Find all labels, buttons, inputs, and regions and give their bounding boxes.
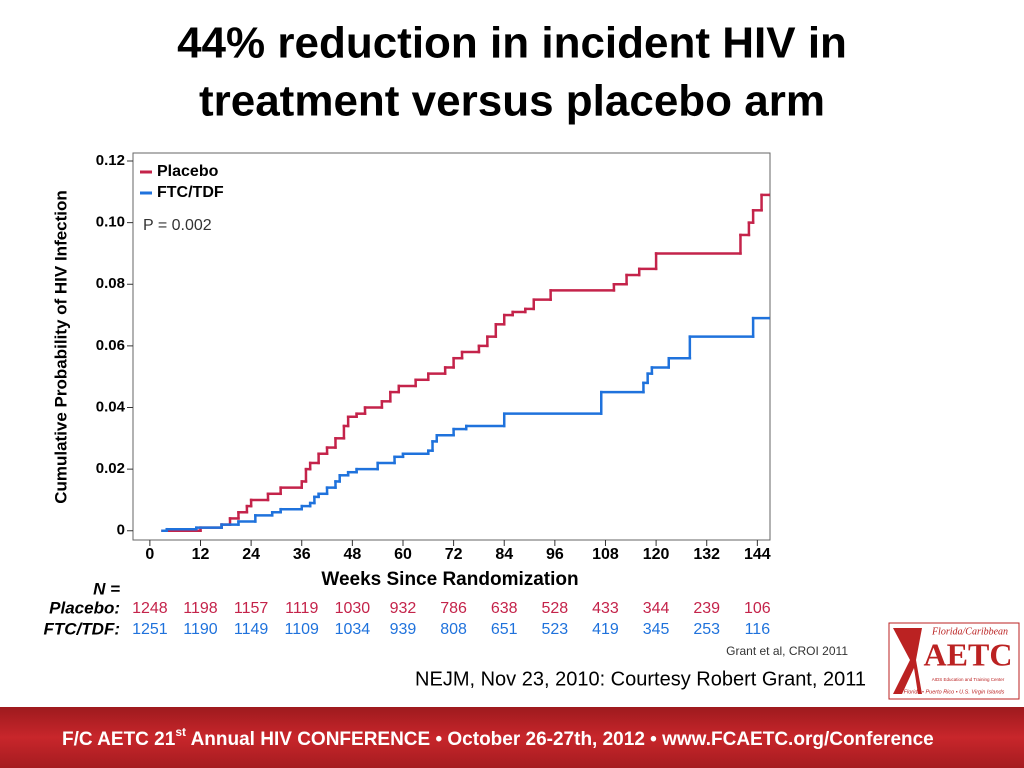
logo-name: AETC	[924, 636, 1013, 672]
footer-text: F/C AETC 21	[62, 729, 176, 750]
footer-sup: st	[175, 725, 186, 739]
risk-value: 419	[592, 621, 619, 638]
plot-lines	[161, 193, 770, 533]
risk-value: 106	[744, 600, 771, 617]
title: 44% reduction in incident HIV in	[177, 19, 847, 68]
legend-label: FTC/TDF	[157, 184, 224, 201]
risk-value: 344	[643, 600, 670, 617]
logo-bottom: Florida • Puerto Rico • U.S. Virgin Isla…	[904, 689, 1005, 695]
x-tick-label: 0	[145, 546, 154, 563]
risk-value: 1119	[285, 600, 318, 617]
annotation: P = 0.002	[143, 217, 212, 234]
y-tick-label: 0.08	[96, 275, 125, 292]
risk-value: 1109	[285, 621, 320, 638]
risk-value: 1157	[234, 600, 269, 617]
risk-value: 1034	[335, 621, 371, 638]
risk-value: 1190	[183, 621, 218, 638]
risk-value: 523	[542, 621, 569, 638]
risk-value: 433	[592, 600, 619, 617]
x-tick-label: 96	[546, 546, 564, 563]
risk-value: 239	[693, 600, 720, 617]
footer-band	[0, 707, 1024, 768]
risk-value: 808	[440, 621, 467, 638]
x-tick-label: 12	[192, 546, 210, 563]
x-tick-label: 132	[693, 546, 720, 563]
x-tick-label: 36	[293, 546, 311, 563]
risk-value: 932	[390, 600, 417, 617]
y-tick-label: 0.10	[96, 214, 125, 231]
caption: NEJM, Nov 23, 2010: Courtesy Robert Gran…	[415, 668, 866, 690]
plot-frame	[132, 152, 771, 541]
risk-value: 651	[491, 621, 518, 638]
risk-row-label: Placebo:	[49, 598, 120, 617]
risk-row-label: FTC/TDF:	[44, 619, 120, 638]
title: treatment versus placebo arm	[199, 77, 825, 126]
risk-value: 638	[491, 600, 518, 617]
footer: F/C AETC 21st Annual HIV CONFERENCE • Oc…	[62, 725, 934, 750]
risk-value: 528	[542, 600, 569, 617]
risk-value: 1248	[132, 600, 168, 617]
x-tick-label: 48	[343, 546, 361, 563]
y-tick-label: 0.02	[96, 460, 125, 477]
risk-value: 1198	[183, 600, 218, 617]
logo-sub: AIDS Education and Training Center	[932, 677, 1005, 682]
footer-text: Annual HIV CONFERENCE • October 26-27th,…	[186, 729, 934, 750]
y-tick-label: 0.04	[96, 398, 126, 415]
x-tick-label: 60	[394, 546, 412, 563]
x-tick-label: 144	[744, 546, 771, 563]
legend-label: Placebo	[157, 163, 219, 180]
risk-value: 253	[693, 621, 720, 638]
risk-value: 939	[390, 621, 417, 638]
source: Grant et al, CROI 2011	[726, 644, 848, 658]
y-tick-label: 0.06	[96, 337, 125, 354]
risk-value: 786	[440, 600, 467, 617]
logo-icon	[893, 628, 922, 694]
y-tick-label: 0	[117, 522, 125, 539]
risk-value: 116	[745, 621, 771, 638]
x-tick-label: 24	[242, 546, 260, 563]
x-tick-label: 84	[495, 546, 513, 563]
x-tick-label: 72	[445, 546, 463, 563]
risk-value: 1251	[132, 621, 168, 638]
x-tick-label: 120	[643, 546, 670, 563]
logo: Florida/Caribbean AETC AIDS Education an…	[888, 622, 1020, 700]
risk-value: 1149	[234, 621, 269, 638]
risk-label: N =	[93, 579, 120, 598]
y-tick-label: 0.12	[96, 152, 125, 169]
risk-value: 1030	[335, 600, 371, 617]
logo-top: Florida/Caribbean	[931, 626, 1008, 637]
x-axis-label: Weeks Since Randomization	[321, 569, 578, 590]
x-tick-label: 108	[592, 546, 619, 563]
risk-value: 345	[643, 621, 670, 638]
y-axis-label: Cumulative Probability of HIV Infection	[51, 190, 70, 504]
